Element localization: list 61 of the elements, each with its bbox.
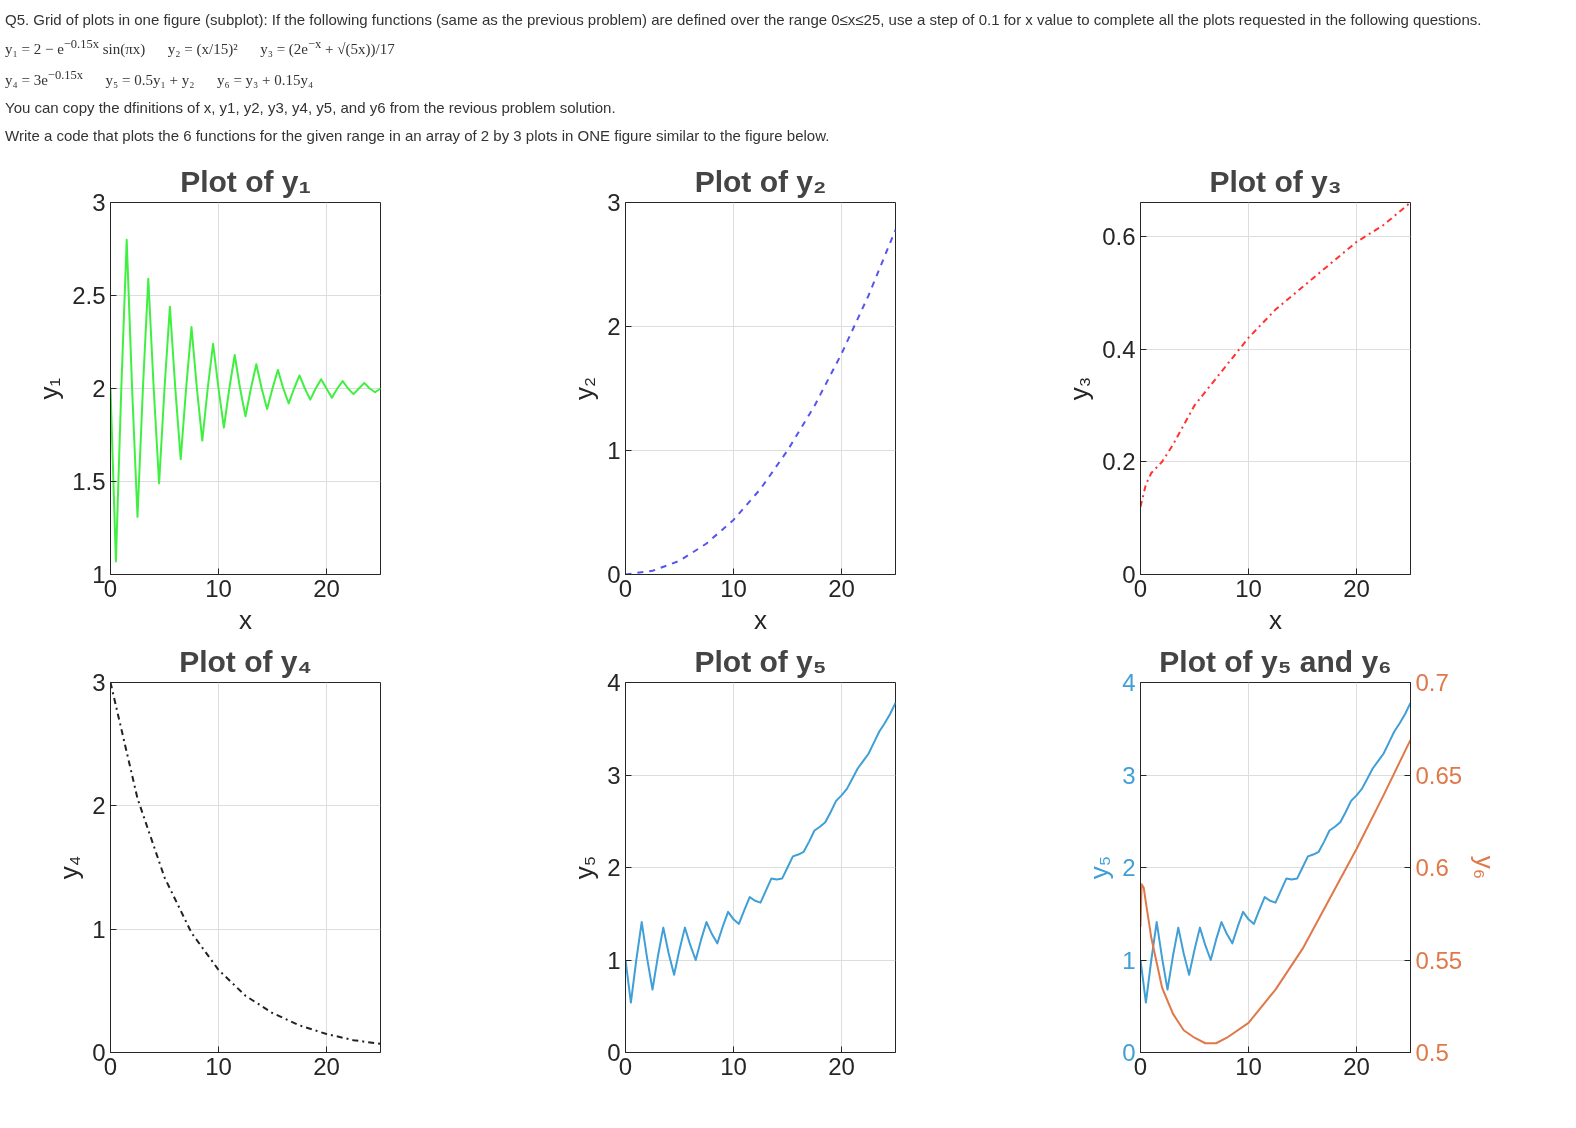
chart-title: Plot of y₁: [180, 164, 311, 198]
y-tick-label: 0.6: [1102, 222, 1136, 250]
y-tick-label: 4: [1122, 669, 1136, 697]
chart-title: Plot of y₅ and y₆: [1159, 644, 1392, 678]
y-tick-label: 3: [1122, 761, 1136, 789]
y-tick-label: 3: [92, 669, 106, 697]
y-tick-label: 1.5: [72, 468, 106, 496]
y2-axis-title: y₆: [1470, 855, 1501, 880]
y2-tick-label: 0.65: [1415, 761, 1463, 789]
y-tick-label: 0.2: [1102, 448, 1136, 476]
y-axis-title: y₃: [1064, 376, 1095, 401]
y-tick-label: 2: [1122, 854, 1136, 882]
y-tick-label: 2.5: [72, 282, 106, 310]
x-tick-label: 10: [205, 574, 232, 602]
x-tick-label: 20: [1343, 1052, 1370, 1080]
x-tick-label: 10: [720, 574, 747, 602]
y-tick-label: 1: [607, 946, 621, 974]
y-tick-label: 0.4: [1102, 335, 1136, 363]
x-tick-label: 20: [828, 574, 855, 602]
y-tick-label: 1: [607, 437, 621, 465]
y-tick-label: 2: [92, 792, 106, 820]
text: Q5. Grid of plots in one figure (subplot): If the following functions (same as the previous problem) are defined over the range 0≤x≤25, use a step of 0.1 for x value to complete all the plots requested in the following questions.: [5, 10, 1482, 30]
y-axis-title: y₄: [54, 855, 85, 880]
text: You can copy the dfinitions of x, y1, y2, y3, y4, y5, and y6 from the revious problem solution.: [5, 98, 617, 119]
x-axis-title: x: [1269, 604, 1282, 635]
text: y₄ = 3e$^{−0.15x}$: [5, 67, 84, 88]
y-axis-title: y₁: [34, 377, 65, 400]
y-tick-label: 2: [607, 313, 621, 341]
text: Write a code that plots the 6 functions for the given range in an array of 2 by 3 plots in ONE figure similar to the figure below.: [5, 125, 831, 146]
y-axis-title: y₂: [569, 377, 600, 401]
chart-title: Plot of y₂: [694, 164, 827, 198]
y-axis-title: y₅: [569, 855, 600, 880]
chart-title: Plot of y₄: [179, 644, 312, 678]
y2-tick-label: 0.55: [1415, 946, 1463, 974]
y-tick-label: 1: [1122, 946, 1136, 974]
x-tick-label: 10: [205, 1052, 232, 1080]
y-tick-label: 4: [607, 669, 621, 697]
chart-title: Plot of y₅: [694, 644, 827, 678]
y-tick-label: 2: [92, 375, 106, 403]
text: $^{−x}$ + √(5x))/17: [308, 37, 395, 58]
y-tick-label: 3: [92, 189, 106, 217]
y-tick-label: 1: [92, 915, 106, 943]
y-tick-label: 3: [607, 761, 621, 789]
chart-title: Plot of y₃: [1209, 164, 1342, 198]
x-axis-title: x: [239, 604, 252, 635]
x-tick-label: 20: [1343, 574, 1370, 602]
text: y₁ = 2 − e$^{−0.15x}$ sin(πx) y₂ = (x/15)² y₃ = (2e: [5, 37, 308, 58]
x-tick-label: 20: [313, 1052, 340, 1080]
x-tick-label: 10: [720, 1052, 747, 1080]
y-tick-label: 2: [607, 854, 621, 882]
y2-tick-label: 0.7: [1415, 669, 1449, 697]
y-axis-title: y₅: [1084, 855, 1115, 880]
y2-tick-label: 0.6: [1415, 854, 1449, 882]
y2-tick-label: 0.5: [1415, 1039, 1449, 1067]
x-tick-label: 20: [828, 1052, 855, 1080]
x-tick-label: 20: [313, 574, 340, 602]
x-tick-label: 10: [1235, 574, 1262, 602]
x-tick-label: 10: [1235, 1052, 1262, 1080]
x-axis-title: x: [754, 604, 767, 635]
text: y₅ = 0.5y₁ + y₂ y₆ = y₃ + 0.15y₄: [105, 71, 314, 88]
y-tick-label: 3: [607, 189, 621, 217]
